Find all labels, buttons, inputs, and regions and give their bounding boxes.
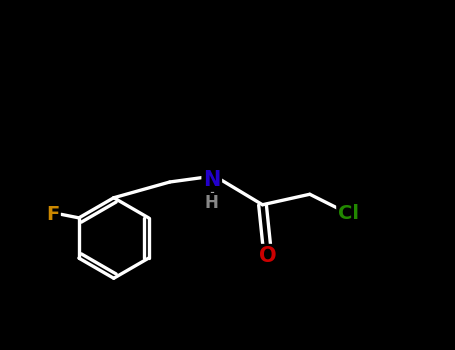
Text: H: H [205, 194, 219, 212]
Text: N: N [203, 170, 220, 190]
Text: O: O [259, 245, 277, 266]
Text: Cl: Cl [338, 204, 359, 223]
Text: F: F [46, 205, 59, 224]
